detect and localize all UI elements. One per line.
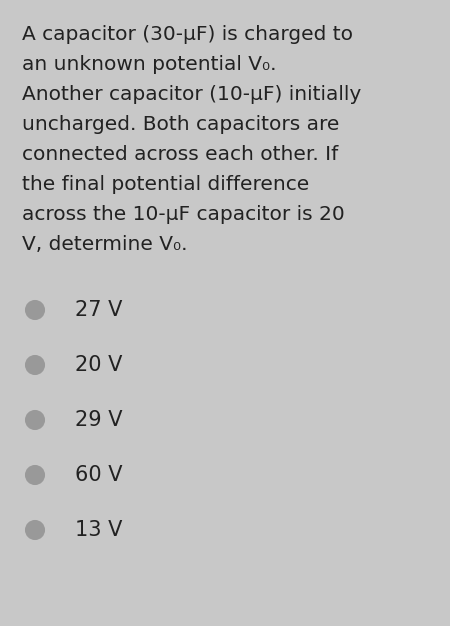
- Text: across the 10-μF capacitor is 20: across the 10-μF capacitor is 20: [22, 205, 345, 224]
- Text: 13 V: 13 V: [75, 520, 122, 540]
- Text: 27 V: 27 V: [75, 300, 122, 320]
- Text: the final potential difference: the final potential difference: [22, 175, 310, 194]
- Text: 60 V: 60 V: [75, 465, 122, 485]
- Text: 29 V: 29 V: [75, 410, 122, 430]
- Text: uncharged. Both capacitors are: uncharged. Both capacitors are: [22, 115, 340, 134]
- Circle shape: [26, 521, 44, 539]
- Text: connected across each other. If: connected across each other. If: [22, 145, 339, 164]
- Text: V, determine V₀.: V, determine V₀.: [22, 235, 188, 254]
- Text: an unknown potential V₀.: an unknown potential V₀.: [22, 55, 277, 74]
- Text: Another capacitor (10-μF) initially: Another capacitor (10-μF) initially: [22, 85, 362, 104]
- Circle shape: [26, 466, 44, 484]
- Text: 20 V: 20 V: [75, 355, 122, 375]
- Circle shape: [26, 301, 44, 319]
- Text: A capacitor (30-μF) is charged to: A capacitor (30-μF) is charged to: [22, 25, 354, 44]
- Circle shape: [26, 411, 44, 429]
- Circle shape: [26, 356, 44, 374]
